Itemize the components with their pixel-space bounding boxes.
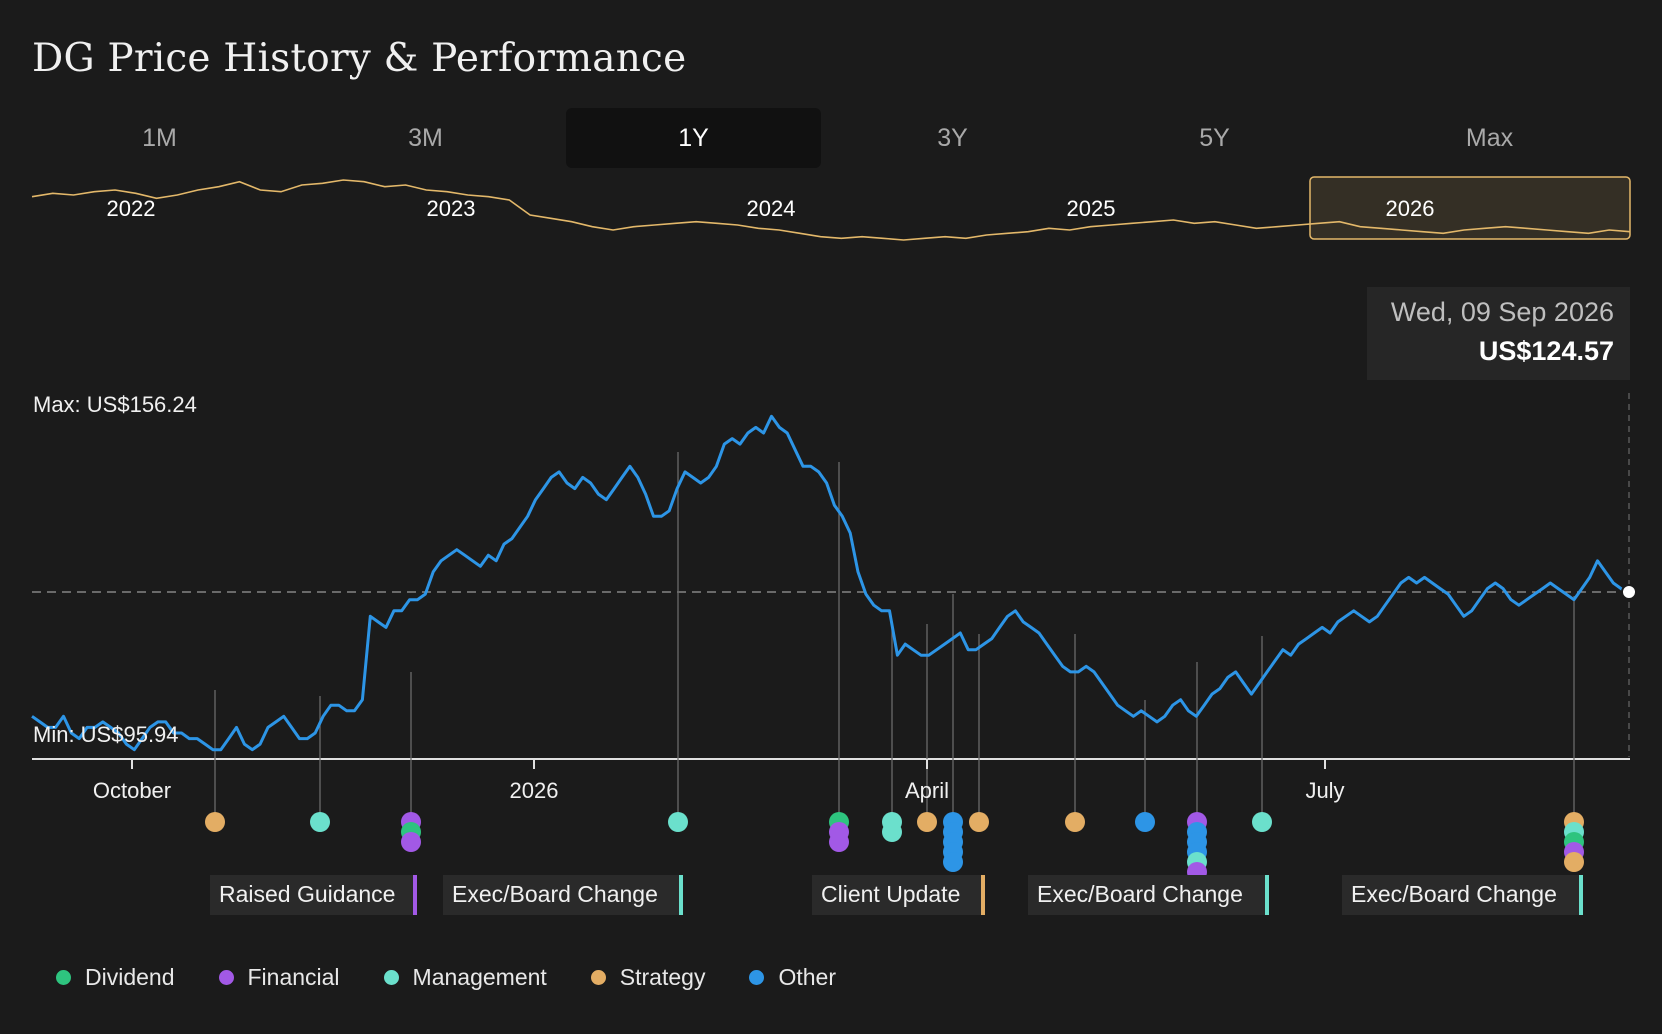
- event-label-accent: [413, 875, 417, 915]
- overview-year-label: 2026: [1386, 196, 1435, 221]
- range-tabs: 1M 3M 1Y 3Y 5Y Max: [32, 108, 1630, 168]
- event-label: Exec/Board Change: [1351, 881, 1557, 907]
- event-marker-financial[interactable]: [401, 832, 421, 852]
- event-marker-management[interactable]: [310, 812, 330, 832]
- event-label-box[interactable]: [812, 875, 983, 915]
- event-label-accent: [679, 875, 683, 915]
- event-label: Exec/Board Change: [1037, 881, 1243, 907]
- event-marker-financial[interactable]: [829, 832, 849, 852]
- event-label: Raised Guidance: [219, 881, 395, 907]
- tab-max[interactable]: Max: [1465, 123, 1514, 152]
- event-marker-strategy[interactable]: [1564, 852, 1584, 872]
- financial-dot-icon: [218, 969, 234, 985]
- event-label-box[interactable]: [1342, 875, 1581, 915]
- legend-item-dividend[interactable]: Dividend: [56, 964, 175, 991]
- overview-year-label: 2022: [107, 196, 156, 221]
- legend-item-other[interactable]: Other: [749, 964, 836, 991]
- legend-item-management[interactable]: Management: [383, 963, 547, 991]
- event-label-accent: [1265, 875, 1269, 915]
- legend-label: Strategy: [619, 963, 706, 990]
- overview-line: [31, 179, 1631, 241]
- hover-marker: [1621, 584, 1637, 600]
- tab-1m[interactable]: 1M: [142, 123, 177, 152]
- x-tick-label: April: [905, 778, 949, 803]
- dividend-dot-icon: [56, 969, 71, 985]
- tooltip-date: Wed, 09 Sep 2026: [1390, 297, 1614, 327]
- event-label: Exec/Board Change: [452, 881, 658, 907]
- legend-label: Dividend: [85, 963, 175, 990]
- event-marker-other[interactable]: [1135, 812, 1155, 832]
- event-marker-strategy[interactable]: [917, 812, 937, 832]
- other-dot-icon: [749, 969, 765, 985]
- event-label-box[interactable]: [210, 875, 415, 915]
- event-marker-strategy[interactable]: [205, 812, 225, 832]
- x-tick-label: 2026: [510, 778, 559, 803]
- legend-label: Management: [412, 963, 547, 990]
- management-dot-icon: [383, 969, 399, 985]
- hover-tooltip: Wed, 09 Sep 2026 US$124.57: [1367, 287, 1630, 380]
- event-marker-other[interactable]: [943, 852, 963, 872]
- strategy-dot-icon: [590, 969, 606, 985]
- event-marker-management[interactable]: [1252, 812, 1272, 832]
- tab-5y[interactable]: 5Y: [1199, 123, 1230, 152]
- x-tick-label: July: [1305, 778, 1344, 803]
- event-label-box[interactable]: [443, 875, 681, 915]
- overview-selection[interactable]: [1309, 176, 1631, 240]
- legend-item-strategy[interactable]: Strategy: [590, 963, 706, 991]
- page-title: DG Price History & Performance: [32, 36, 687, 81]
- max-label: Max: US$156.24: [33, 392, 197, 417]
- tab-3m[interactable]: 3M: [408, 123, 443, 152]
- event-label-accent: [981, 875, 985, 915]
- tooltip-price: US$124.57: [1478, 336, 1614, 366]
- event-marker-management[interactable]: [882, 822, 902, 842]
- event-marker-strategy[interactable]: [969, 812, 989, 832]
- overview-year-label: 2023: [427, 196, 476, 221]
- legend-item-financial[interactable]: Financial: [218, 963, 340, 991]
- price-line: [31, 414, 1631, 752]
- legend-label: Financial: [247, 963, 340, 990]
- overview-year-label: 2024: [747, 196, 796, 221]
- event-label-accent: [1579, 875, 1583, 915]
- event-marker-strategy[interactable]: [1065, 812, 1085, 832]
- overview-year-label: 2025: [1067, 196, 1116, 221]
- x-tick-label: October: [93, 778, 171, 803]
- legend: Dividend Financial Management Strategy O…: [56, 962, 880, 992]
- overview-navigator[interactable]: 2022 2023 2024 2025 2026: [31, 176, 1631, 241]
- event-label-box[interactable]: [1028, 875, 1266, 915]
- event-marker-management[interactable]: [668, 812, 688, 832]
- legend-label: Other: [778, 963, 836, 990]
- tab-3y[interactable]: 3Y: [937, 123, 968, 152]
- tab-1y[interactable]: 1Y: [566, 108, 821, 168]
- min-label: Min: US$95.94: [33, 722, 179, 747]
- event-label: Client Update: [821, 881, 960, 907]
